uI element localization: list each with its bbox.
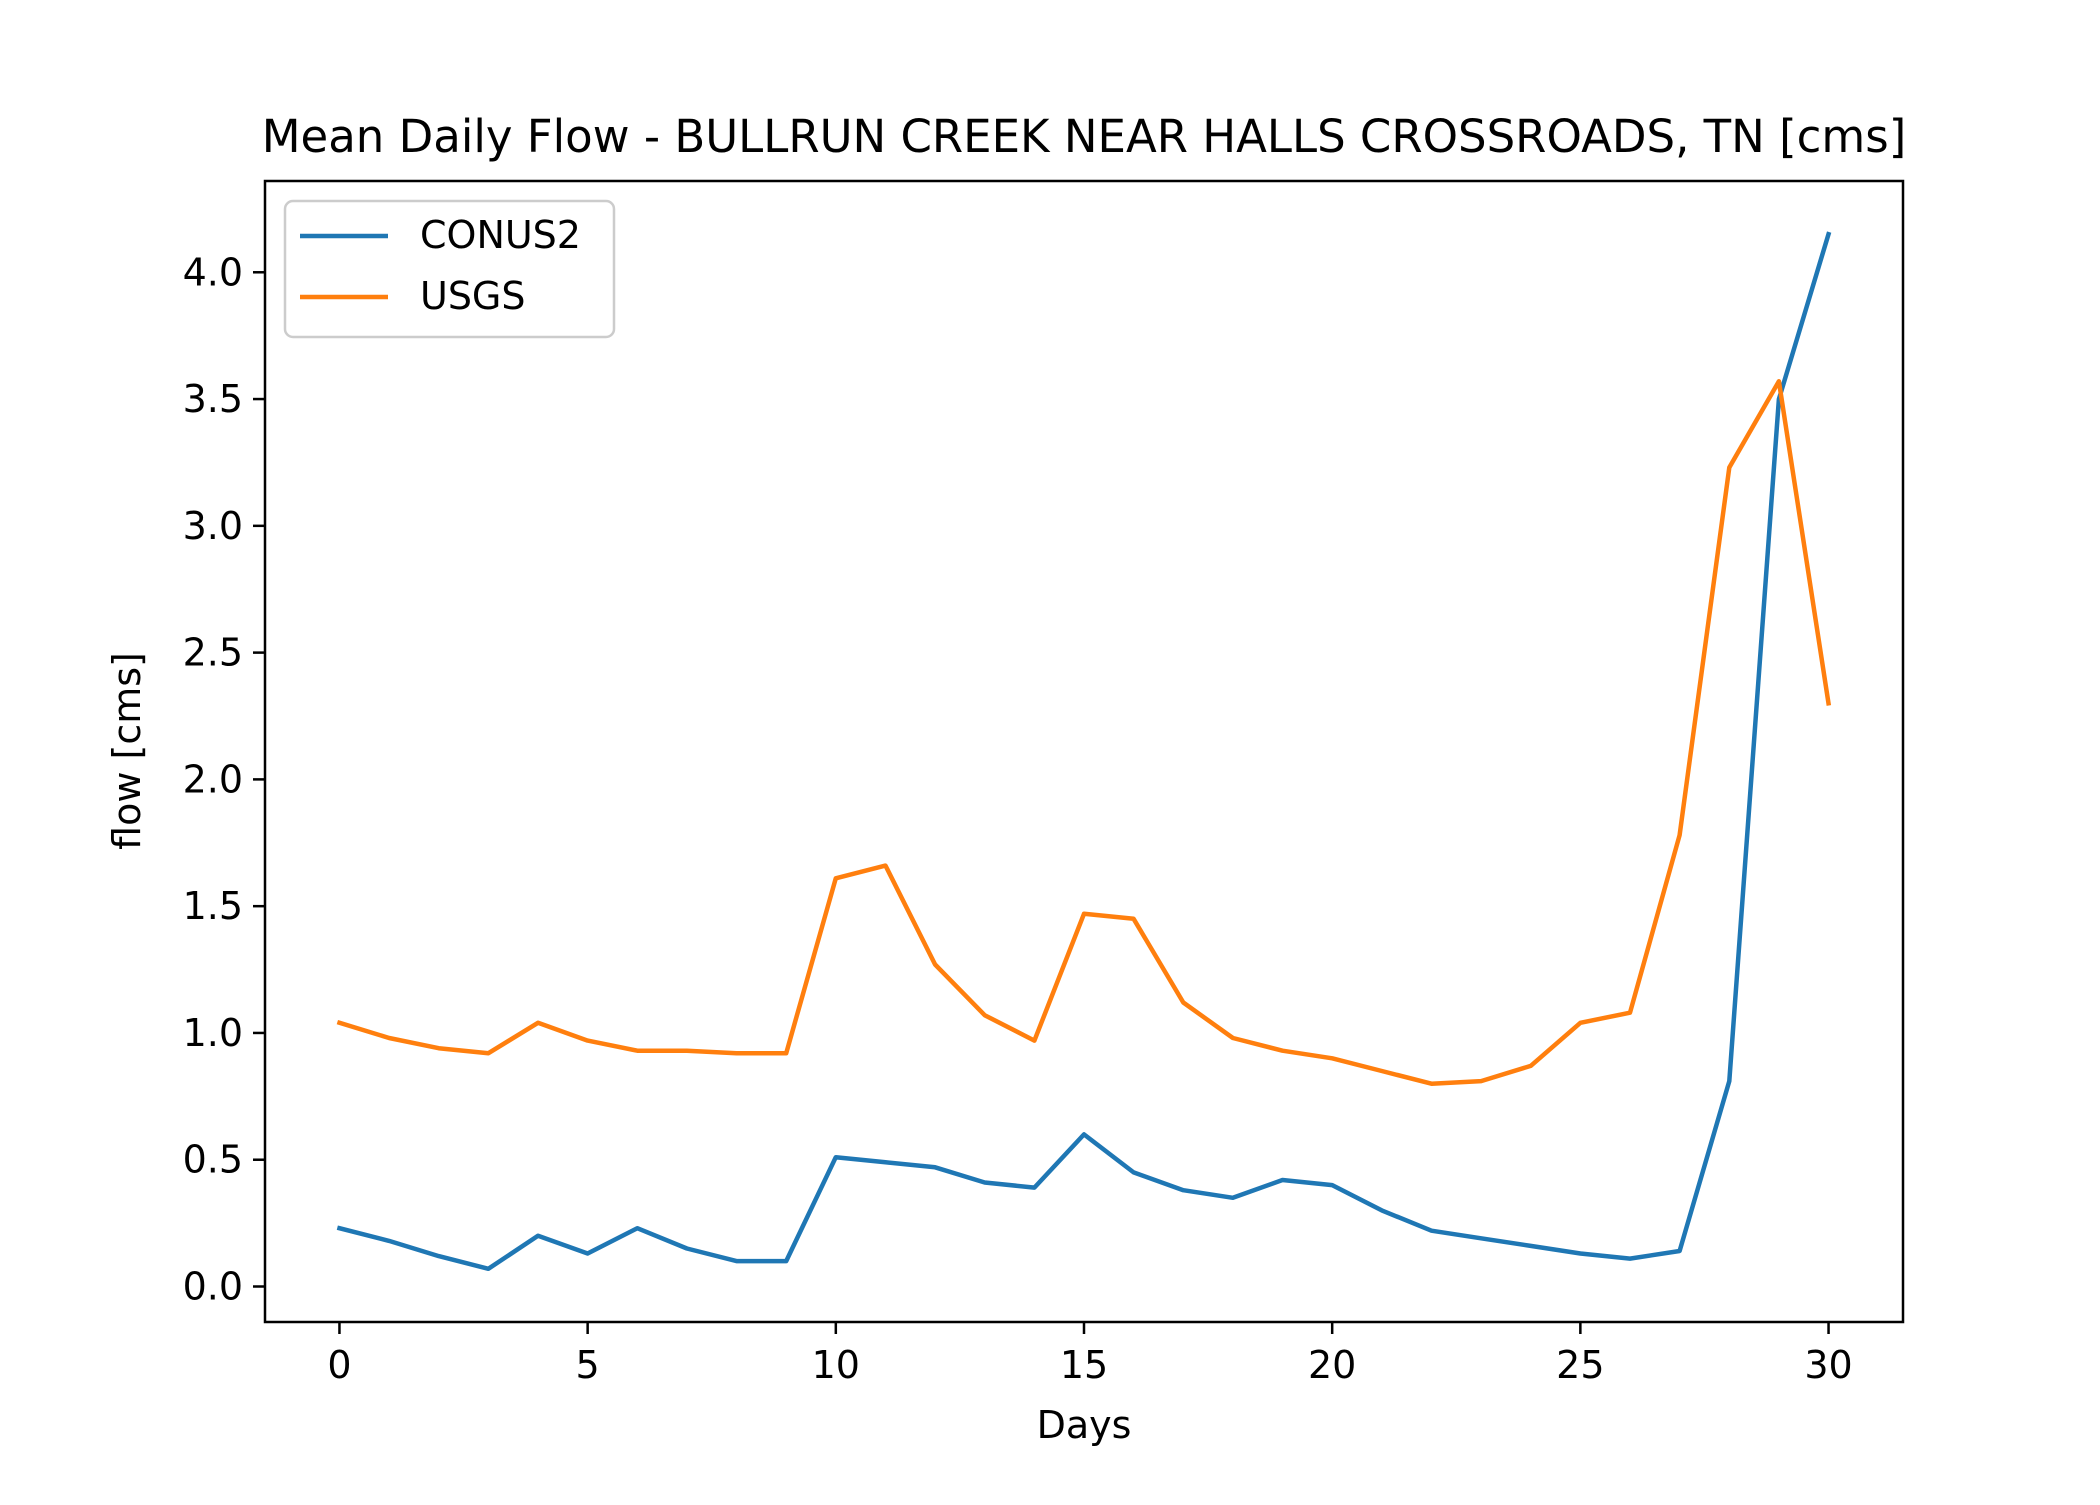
series-line-conus2 [336, 231, 1832, 1272]
plot-area [336, 231, 1832, 1272]
series-line-usgs [336, 379, 1832, 1086]
x-tick-label: 10 [812, 1343, 860, 1387]
legend-label-conus2: CONUS2 [420, 213, 581, 257]
x-tick-label: 5 [576, 1343, 600, 1387]
legend: CONUS2 USGS [283, 199, 616, 339]
y-tick-label: 0.0 [183, 1265, 243, 1309]
y-tick-label: 3.0 [183, 504, 243, 548]
y-tick-label: 1.0 [183, 1011, 243, 1055]
y-tick-label: 3.5 [183, 377, 243, 421]
x-axis: 0 5 10 15 20 25 30 [327, 1322, 1853, 1387]
y-tick-label: 2.5 [183, 631, 243, 675]
x-tick-label: 0 [327, 1343, 351, 1387]
chart-title: Mean Daily Flow - BULLRUN CREEK NEAR HAL… [262, 110, 1907, 163]
y-axis: 0.0 0.5 1.0 1.5 2.0 2.5 3.0 3.5 4.0 [183, 250, 265, 1309]
x-axis-label: Days [1037, 1403, 1132, 1447]
x-tick-label: 30 [1804, 1343, 1852, 1387]
y-tick-label: 2.0 [183, 757, 243, 801]
y-axis-label: flow [cms] [105, 652, 149, 850]
x-tick-label: 15 [1060, 1343, 1108, 1387]
x-tick-label: 25 [1556, 1343, 1604, 1387]
x-tick-label: 20 [1308, 1343, 1356, 1387]
legend-label-usgs: USGS [420, 274, 526, 318]
y-tick-label: 4.0 [183, 250, 243, 294]
y-tick-label: 1.5 [183, 884, 243, 928]
y-tick-label: 0.5 [183, 1138, 243, 1182]
